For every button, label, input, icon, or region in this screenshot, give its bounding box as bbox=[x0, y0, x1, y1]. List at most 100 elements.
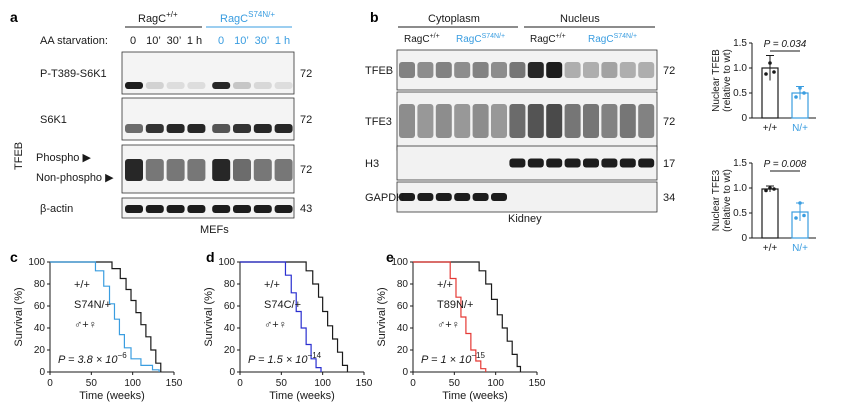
mw-marker: 17 bbox=[663, 158, 675, 170]
x-tick-label: 100 bbox=[487, 378, 504, 389]
band bbox=[145, 205, 164, 213]
band bbox=[212, 159, 231, 181]
blot-b-2 bbox=[396, 145, 658, 181]
y-tick-label: 0 bbox=[39, 367, 45, 378]
tfeb-side-label: TFEB bbox=[13, 142, 25, 170]
blot-a-0 bbox=[121, 51, 295, 95]
band bbox=[212, 124, 231, 133]
blot-a-1 bbox=[121, 97, 295, 141]
data-point bbox=[772, 70, 776, 74]
panel-label-e: e bbox=[386, 249, 394, 265]
band bbox=[187, 205, 206, 213]
band bbox=[472, 193, 489, 201]
genotype-wt-label: RagC+/+ bbox=[138, 10, 178, 25]
legend-entry: T89N/+ bbox=[437, 299, 473, 311]
survival-curve bbox=[413, 261, 487, 372]
blot-label: H3 bbox=[365, 158, 379, 170]
data-point bbox=[768, 61, 772, 65]
y-axis-label: Nuclear TFE3(relative to wt) bbox=[711, 169, 733, 232]
y-tick-label: 1.0 bbox=[733, 63, 747, 74]
band bbox=[125, 82, 143, 89]
band bbox=[399, 104, 415, 138]
mw-marker: 72 bbox=[300, 114, 312, 126]
band bbox=[638, 158, 655, 168]
band bbox=[509, 62, 526, 78]
band bbox=[233, 82, 251, 89]
timepoint-label: 30’ bbox=[167, 35, 182, 47]
x-tick-label: +/+ bbox=[763, 243, 778, 254]
y-tick-label: 1.5 bbox=[733, 38, 747, 49]
mw-marker: 72 bbox=[663, 116, 675, 128]
x-tick-label: 0 bbox=[410, 378, 416, 389]
y-tick-label: 80 bbox=[34, 279, 46, 290]
band bbox=[233, 159, 251, 181]
legend-entry: +/+ bbox=[437, 279, 453, 291]
y-tick-label: 40 bbox=[397, 323, 409, 334]
band bbox=[125, 159, 143, 181]
band bbox=[564, 158, 581, 168]
band bbox=[564, 104, 581, 138]
band bbox=[233, 124, 251, 133]
band bbox=[166, 159, 185, 181]
x-tick-label: N/+ bbox=[792, 243, 808, 254]
band bbox=[619, 62, 636, 78]
band bbox=[583, 158, 599, 168]
band bbox=[435, 104, 452, 138]
y-tick-label: 100 bbox=[218, 257, 235, 268]
band bbox=[125, 205, 143, 213]
nucleus-label: Nucleus bbox=[560, 13, 600, 25]
genotype-mut-label: RagCS74N/+ bbox=[220, 10, 275, 25]
x-tick-label: 100 bbox=[314, 378, 331, 389]
y-axis-label: Survival (%) bbox=[203, 287, 215, 346]
survival-chart-d: 0 20 40 60 80 100 0 50 100 150 Time (weeks) Surviva… bbox=[203, 257, 373, 402]
band bbox=[417, 104, 434, 138]
y-tick-label: 80 bbox=[224, 279, 236, 290]
band bbox=[601, 158, 618, 168]
band bbox=[619, 158, 636, 168]
band bbox=[187, 82, 206, 89]
cytoplasm-label: Cytoplasm bbox=[428, 13, 480, 25]
y-tick-label: 20 bbox=[34, 345, 46, 356]
band bbox=[601, 62, 618, 78]
survival-curve bbox=[413, 261, 522, 372]
band bbox=[274, 124, 293, 133]
kidney-label: Kidney bbox=[508, 213, 542, 225]
band bbox=[491, 193, 507, 201]
data-point bbox=[794, 216, 798, 220]
band bbox=[166, 82, 185, 89]
p-value: P = 1 × 10−15 bbox=[421, 351, 485, 366]
survival-curve bbox=[50, 261, 162, 372]
band bbox=[417, 193, 434, 201]
x-tick-label: 0 bbox=[237, 378, 243, 389]
band bbox=[253, 205, 272, 213]
legend-entry: S74N/+ bbox=[74, 299, 111, 311]
data-point bbox=[794, 95, 798, 99]
band bbox=[601, 104, 618, 138]
y-axis-label: Survival (%) bbox=[13, 287, 25, 346]
aa-starvation-label: AA starvation: bbox=[40, 35, 108, 47]
panel-label-d: d bbox=[206, 249, 215, 265]
x-axis-label: Time (weeks) bbox=[442, 390, 508, 402]
band bbox=[233, 205, 251, 213]
band bbox=[509, 158, 526, 168]
data-point bbox=[768, 186, 772, 190]
timepoint-label: 10’ bbox=[234, 35, 249, 47]
mw-marker: 72 bbox=[300, 164, 312, 176]
y-tick-label: 0 bbox=[741, 113, 747, 124]
band bbox=[145, 159, 164, 181]
y-axis-label: Nuclear TFEB(relative to wt) bbox=[711, 49, 733, 112]
data-point bbox=[798, 86, 802, 90]
legend-entry: +/+ bbox=[74, 279, 90, 291]
timepoint-label: 1 h bbox=[275, 35, 290, 47]
data-point bbox=[764, 72, 768, 76]
mw-marker: 72 bbox=[300, 68, 312, 80]
band bbox=[509, 104, 526, 138]
x-tick-label: 0 bbox=[47, 378, 53, 389]
x-tick-label: 150 bbox=[529, 378, 546, 389]
timepoint-label: 0 bbox=[130, 35, 136, 47]
blot-label: β-actin bbox=[40, 203, 73, 215]
timepoint-label: 0 bbox=[218, 35, 224, 47]
p-value-annotation: P = 0.008 bbox=[764, 159, 807, 170]
panel-a: RagC+/+ RagCS74N/+ AA starvation: 0 10’ 30… bbox=[13, 10, 312, 236]
x-axis-label: Time (weeks) bbox=[269, 390, 335, 402]
